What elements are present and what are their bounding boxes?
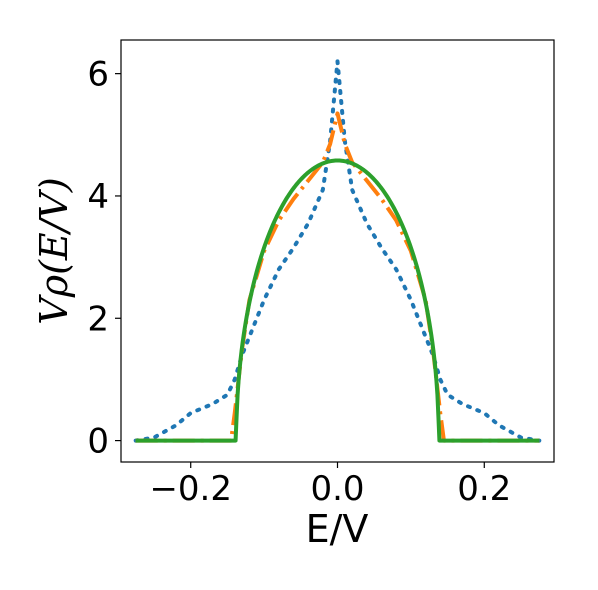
series-line-solid <box>134 158 541 443</box>
x-tick-label: 0.0 <box>310 469 364 509</box>
plot-frame <box>120 39 555 463</box>
y-tick-label: 0 <box>87 422 109 462</box>
series-line-dotted <box>133 59 542 443</box>
x-tick-label: 0.2 <box>457 469 511 509</box>
y-tick-label: 4 <box>87 177 109 217</box>
y-tick-label: 6 <box>87 55 109 95</box>
x-tick-label: −0.2 <box>149 469 232 509</box>
x-axis-label: E/V <box>306 507 369 551</box>
y-tick-label: 2 <box>87 299 109 339</box>
series-layer <box>133 59 542 443</box>
ticks-layer: −0.2 0.0 0.2 0 2 4 6 <box>87 55 511 509</box>
plot-background <box>121 40 554 462</box>
y-axis-label: Vρ(E/V) <box>32 177 76 324</box>
